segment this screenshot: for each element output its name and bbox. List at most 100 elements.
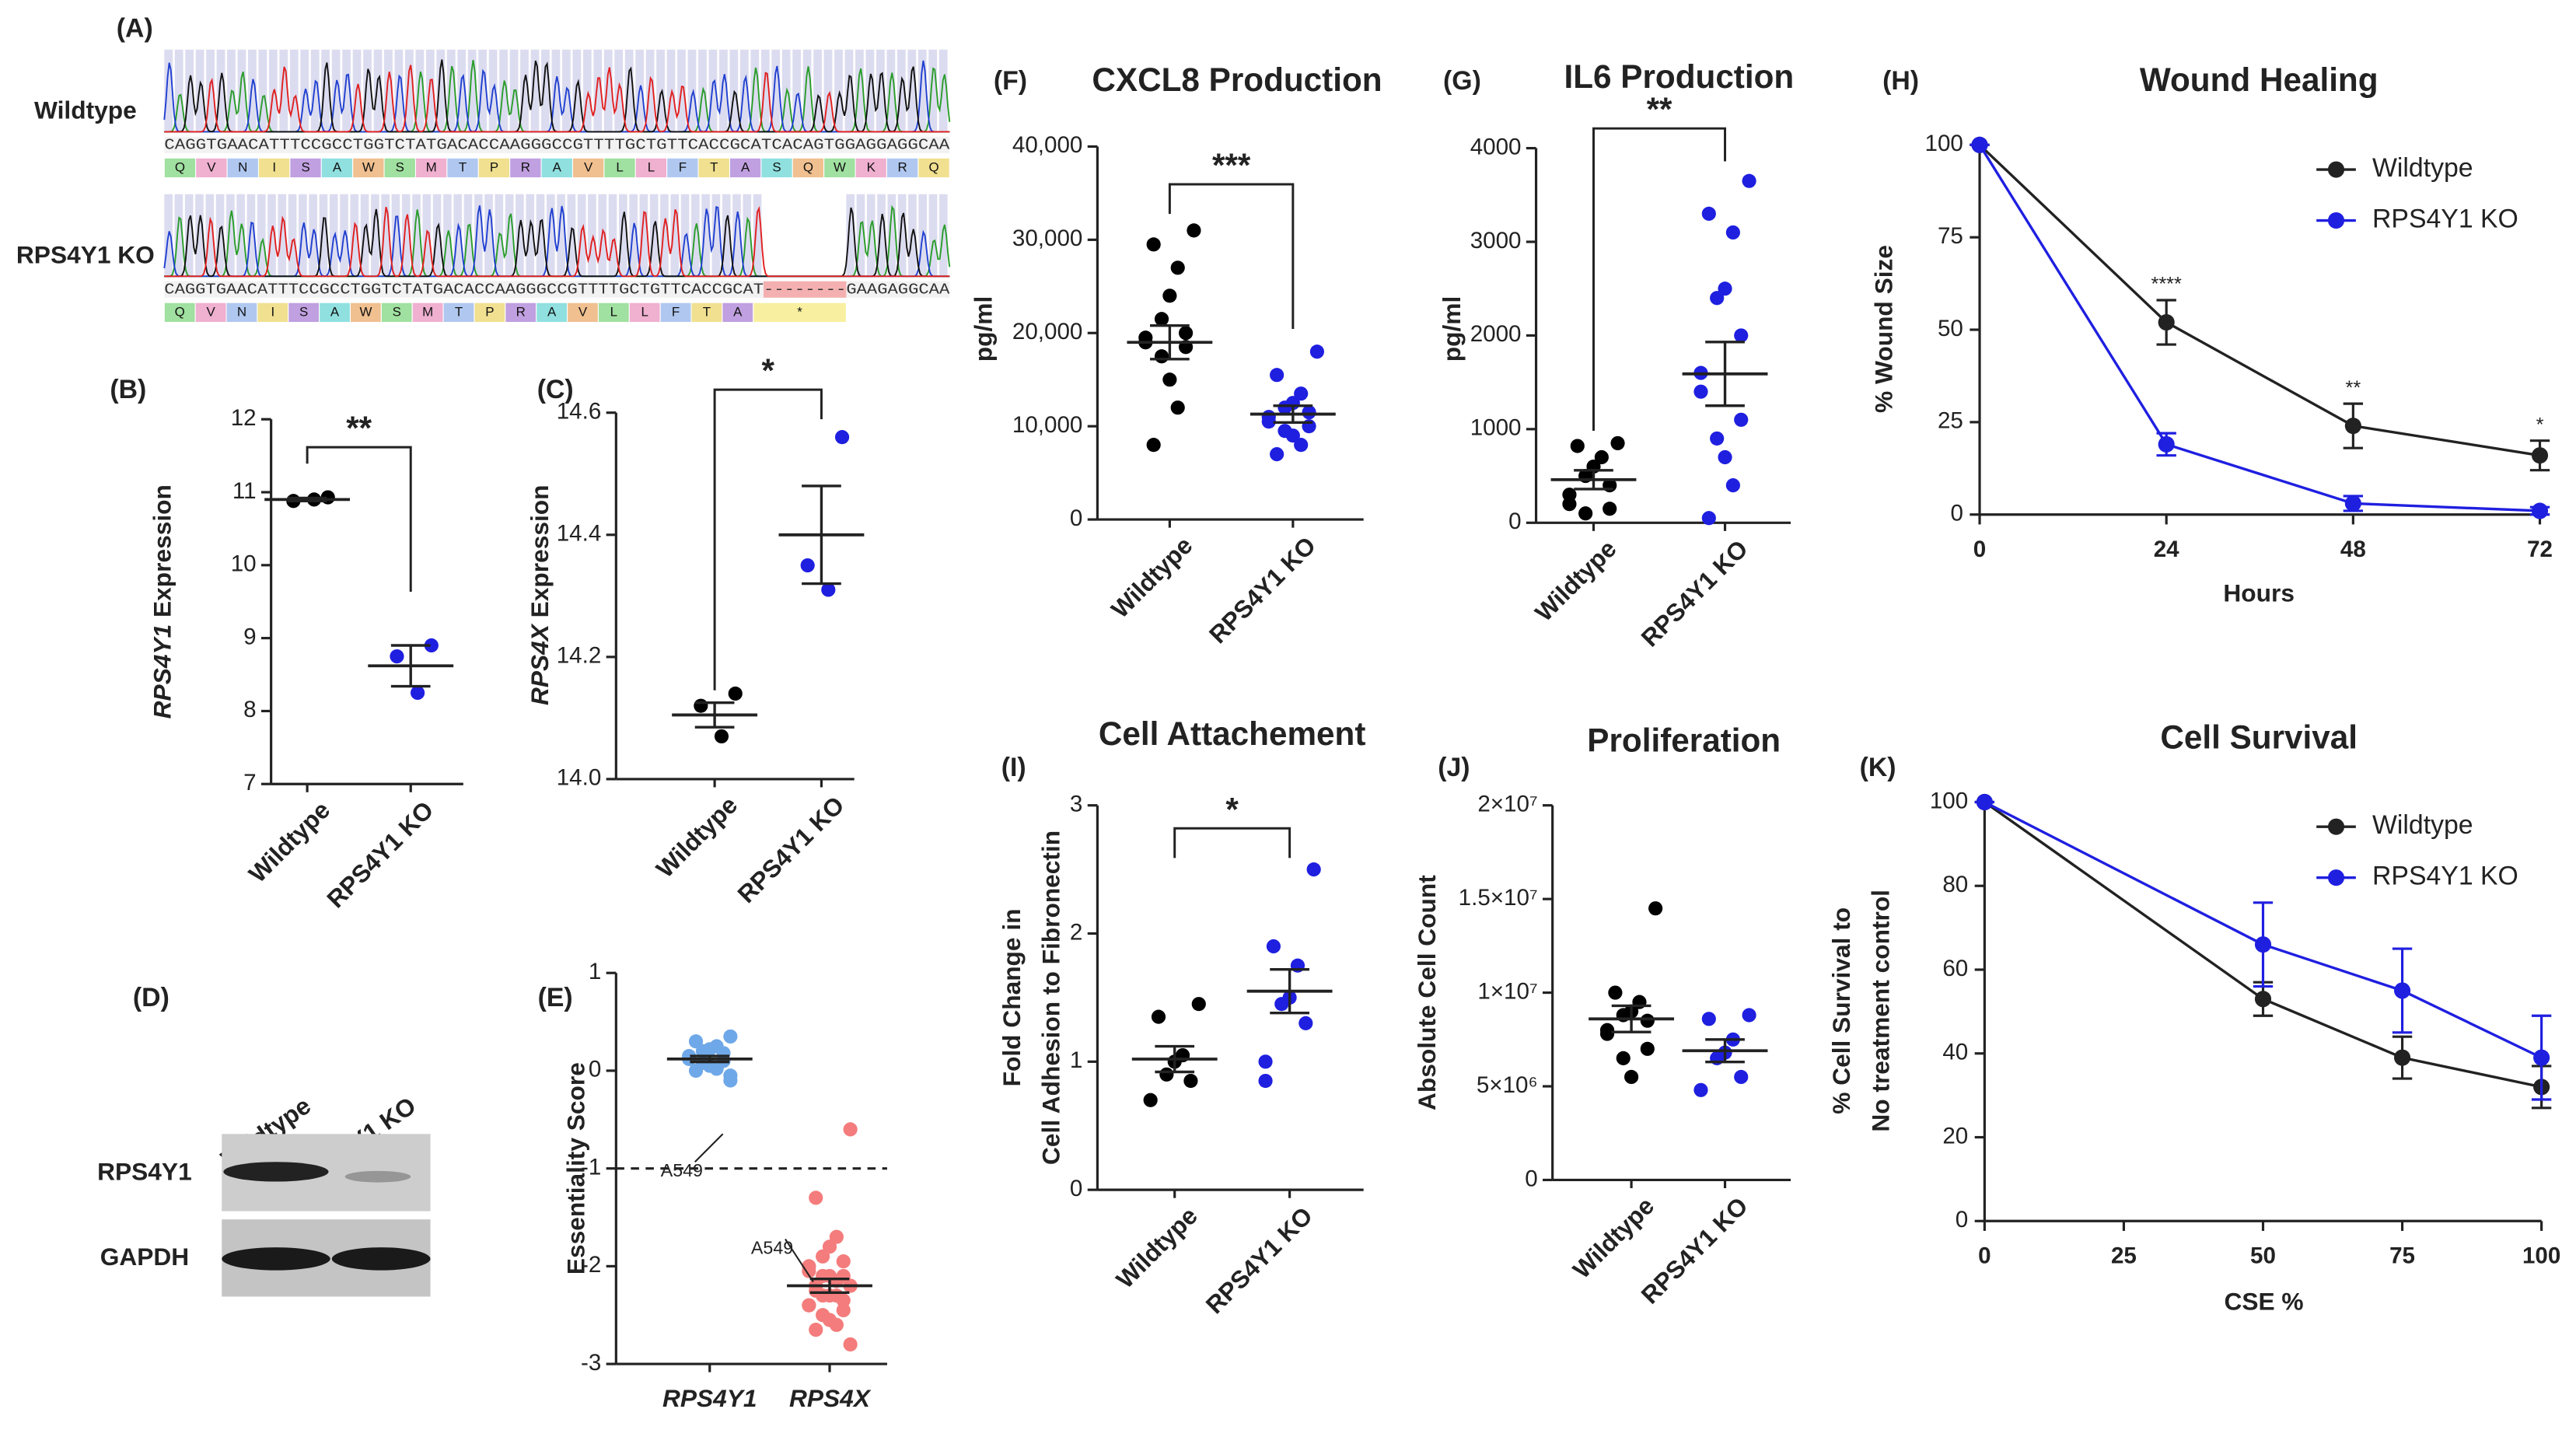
y-axis-label: pg/ml — [1438, 296, 1466, 362]
data-point — [836, 1302, 851, 1318]
quality-bar — [907, 49, 917, 132]
residue-box — [319, 302, 351, 323]
residue: N — [238, 159, 247, 174]
quality-bar — [645, 49, 655, 132]
quality-bar — [771, 49, 781, 132]
quality-bar — [846, 194, 855, 277]
residue: W — [359, 304, 372, 319]
data-point — [821, 582, 836, 597]
residue-box — [760, 157, 793, 179]
data-point — [1170, 260, 1185, 275]
quality-bar — [329, 194, 338, 277]
panel-label: (E) — [538, 983, 573, 1012]
data-point — [1298, 1016, 1313, 1030]
quality-bar — [603, 49, 613, 132]
data-point — [695, 1044, 710, 1058]
y-axis-label: Essentiality Score — [562, 1062, 590, 1274]
y-tick-label: 0 — [1525, 1166, 1537, 1191]
row-label: Wildtype — [34, 96, 137, 124]
y-tick-label: 1 — [1070, 1047, 1082, 1073]
quality-bar — [928, 49, 938, 132]
residue: Q — [175, 304, 185, 319]
quality-bar — [792, 49, 802, 132]
data-point — [834, 430, 850, 445]
panel-label: (I) — [1001, 753, 1026, 782]
quality-bar — [381, 194, 390, 277]
quality-bar — [551, 49, 561, 132]
y-tick-label: 1 — [589, 959, 601, 984]
data-point — [1710, 291, 1725, 306]
quality-bar — [541, 49, 550, 132]
panel-label: (J) — [1438, 753, 1470, 782]
x-axis-label: Hours — [2223, 579, 2295, 607]
residue: A — [547, 304, 557, 319]
legend-label: RPS4Y1 KO — [2372, 204, 2518, 233]
significance-bracket — [306, 446, 412, 593]
quality-bar — [855, 49, 864, 132]
data-point — [1306, 862, 1321, 877]
band — [344, 1170, 411, 1183]
residue-box — [722, 302, 754, 323]
panel-label: (C) — [537, 375, 574, 404]
y-axis-label: pg/ml — [970, 296, 998, 362]
data-point — [1183, 1073, 1198, 1089]
quality-bar — [687, 49, 697, 132]
data-point — [1285, 428, 1300, 443]
residue-box — [380, 302, 413, 323]
residue: W — [362, 159, 375, 174]
data-point — [1270, 368, 1285, 383]
quality-bar — [739, 49, 749, 132]
base-strip — [164, 281, 950, 298]
chromatogram-trace — [164, 205, 950, 278]
quality-bar — [856, 194, 865, 277]
residue: L — [610, 304, 617, 319]
residue: W — [834, 159, 846, 174]
significance-label: * — [1225, 791, 1239, 827]
residue: R — [516, 304, 526, 319]
significance-bracket — [1592, 127, 1727, 431]
data-point — [1154, 349, 1169, 364]
quality-bar — [384, 49, 393, 132]
residue: Q — [928, 159, 938, 174]
error-bar — [690, 1054, 730, 1064]
data-point — [802, 1264, 816, 1278]
data-point — [843, 1122, 858, 1137]
residue: R — [898, 159, 907, 174]
residue: R — [521, 159, 530, 174]
quality-bar — [897, 194, 907, 277]
data-point — [2531, 447, 2549, 464]
legend-label: RPS4Y1 KO — [2372, 862, 2518, 891]
data-point — [2344, 495, 2361, 512]
y-tick-label: 0 — [1508, 509, 1521, 534]
x-tick-label: RPS4X — [789, 1384, 872, 1412]
residue-box — [163, 157, 197, 179]
quality-bar — [619, 194, 627, 277]
y-tick-label: 0 — [1950, 501, 1963, 526]
data-point — [1734, 412, 1749, 427]
quality-bar — [184, 194, 194, 277]
residue-box — [289, 157, 322, 179]
significance-label: * — [2536, 414, 2544, 435]
quality-bar — [823, 49, 833, 132]
y-tick-label: 0 — [1956, 1207, 1968, 1232]
data-point — [1178, 326, 1194, 341]
panel-label: (K) — [1860, 753, 1896, 782]
y-axis-label: Cell Adhesion to Fibronectin — [1037, 830, 1065, 1165]
residue-box — [697, 157, 730, 179]
data-point — [829, 1229, 844, 1244]
deletion-box — [764, 281, 847, 298]
y-tick-label: 0 — [589, 1057, 601, 1082]
quality-bar — [588, 194, 596, 277]
residue: T — [459, 159, 467, 174]
data-point — [1640, 1013, 1655, 1028]
residue: F — [679, 159, 687, 174]
band — [223, 1162, 329, 1182]
y-tick-label: 80 — [1942, 872, 1968, 897]
quality-bar — [844, 49, 854, 132]
residue: T — [710, 159, 718, 174]
legend-marker — [2327, 869, 2345, 886]
series-line — [1978, 144, 2540, 457]
y-tick-label: 30,000 — [1012, 226, 1082, 251]
y-tick-label: 14.6 — [557, 399, 602, 425]
